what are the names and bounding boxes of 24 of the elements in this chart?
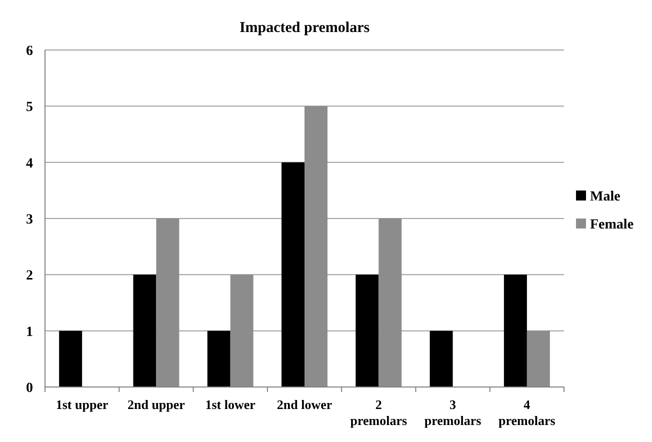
bar [430,330,453,387]
y-tick-label: 5 [26,100,33,116]
bar [282,162,304,387]
bar [504,274,527,387]
x-tick-label: 2nd lower [276,397,332,412]
x-tick-label: 4 premolars [498,397,556,428]
legend-label: Female [590,218,634,232]
x-tick-label: 1st lower [205,397,256,412]
x-tick-label: 2nd upper [127,397,186,412]
bar [207,330,230,387]
x-tick-label: 1st upper [56,397,108,412]
legend-label: Male [590,190,620,204]
y-tick-label: 6 [26,44,33,59]
y-tick-label: 0 [26,381,33,396]
y-tick-label: 3 [26,212,33,228]
x-tick-label: 3 premolars [424,397,482,428]
bar [59,330,82,387]
y-tick-label: 2 [26,268,33,284]
y-tick-label: 4 [26,156,33,172]
bar [133,274,156,387]
y-tick-label: 1 [26,324,33,340]
bar [356,274,379,387]
chart-title: Impacted premolars [239,20,370,36]
x-tick-label: 2 premolars [350,397,408,428]
